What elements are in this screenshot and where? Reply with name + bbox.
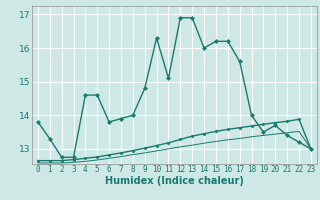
X-axis label: Humidex (Indice chaleur): Humidex (Indice chaleur) bbox=[105, 176, 244, 186]
